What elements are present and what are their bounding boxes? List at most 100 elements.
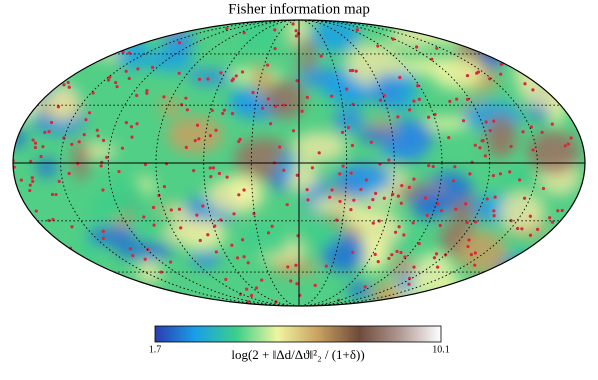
field-patch (496, 284, 525, 303)
field-patch (391, 145, 408, 162)
source-dot (399, 250, 403, 255)
source-dot (407, 282, 411, 286)
source-dot (232, 212, 236, 216)
source-dot (91, 91, 95, 95)
field-patch (128, 210, 178, 232)
source-dot (192, 169, 196, 173)
source-dot (427, 164, 431, 168)
source-dot (50, 192, 55, 197)
source-dot (426, 115, 431, 119)
field-patch (159, 97, 181, 117)
field-patch (310, 196, 366, 215)
source-dot (169, 260, 173, 264)
source-dot (129, 125, 134, 129)
source-dot (251, 90, 255, 95)
field-patch (501, 21, 530, 52)
source-dot (390, 253, 394, 257)
field-patch (87, 226, 137, 247)
source-dot (563, 144, 567, 148)
source-dot (150, 65, 155, 69)
source-dot (540, 130, 544, 134)
source-dot (305, 95, 309, 99)
source-dot (488, 77, 492, 81)
source-dot (184, 145, 188, 149)
source-dot (475, 71, 479, 75)
source-dot (169, 208, 173, 212)
source-dot (509, 144, 513, 149)
source-dot (376, 260, 380, 264)
source-dot (145, 89, 149, 93)
field-patch (546, 235, 572, 255)
source-dot (412, 99, 416, 103)
source-dot (473, 251, 477, 255)
source-dot (237, 193, 241, 197)
source-dot (185, 108, 189, 112)
source-dot (295, 282, 299, 286)
source-dot (400, 184, 404, 188)
source-dot (210, 108, 214, 112)
source-dot (371, 221, 375, 225)
field-patch (292, 131, 347, 162)
source-dot (528, 233, 533, 237)
source-dot (278, 145, 282, 149)
source-dot (393, 230, 398, 234)
source-dot (330, 94, 334, 98)
source-dot (136, 67, 140, 71)
source-dot (162, 184, 167, 189)
field-patch (419, 20, 472, 45)
source-dot (286, 265, 290, 269)
source-dot (198, 238, 202, 243)
source-dot (398, 75, 402, 80)
source-dot (120, 146, 125, 150)
source-dot (273, 47, 277, 51)
source-dot (351, 68, 355, 73)
source-dot (127, 76, 131, 81)
field-patch (556, 280, 585, 306)
source-dot (439, 209, 444, 213)
source-dot (550, 122, 554, 126)
field-patch (78, 237, 96, 279)
field-patch (499, 191, 546, 231)
source-dot (465, 73, 470, 78)
source-dot (245, 287, 249, 291)
source-dot (270, 224, 274, 228)
field-patch (421, 117, 471, 131)
source-dot (254, 286, 259, 290)
source-dot (498, 172, 503, 176)
field-patch (454, 20, 476, 39)
source-dot (396, 115, 400, 119)
source-dot (265, 63, 270, 67)
source-dot (548, 216, 552, 220)
source-dot (260, 278, 264, 282)
source-dot (57, 179, 61, 183)
field-patch (373, 72, 401, 108)
source-dot (411, 221, 415, 225)
source-dot (432, 256, 437, 260)
field-patch (157, 20, 185, 31)
source-dot (438, 223, 442, 228)
source-dot (127, 51, 131, 55)
source-dot (484, 120, 488, 124)
source-dot (387, 158, 391, 162)
source-dot (468, 172, 472, 176)
field-patch (286, 47, 306, 63)
source-dot (106, 78, 111, 82)
source-dot (453, 165, 457, 169)
source-dot (177, 41, 182, 45)
source-dot (317, 151, 321, 155)
source-dot (399, 201, 403, 205)
source-dot (47, 218, 51, 223)
source-dot (131, 254, 135, 258)
source-dot (285, 203, 289, 207)
source-dot (473, 143, 477, 147)
source-dot (19, 178, 23, 182)
source-dot (465, 97, 470, 102)
source-dot (508, 170, 512, 174)
source-dot (101, 138, 106, 143)
colorbar-min: 1.7 (149, 344, 162, 355)
source-dot (521, 130, 525, 134)
source-dot (82, 132, 86, 137)
source-dot (291, 22, 295, 26)
source-dot (145, 91, 149, 95)
source-dot (240, 238, 245, 242)
